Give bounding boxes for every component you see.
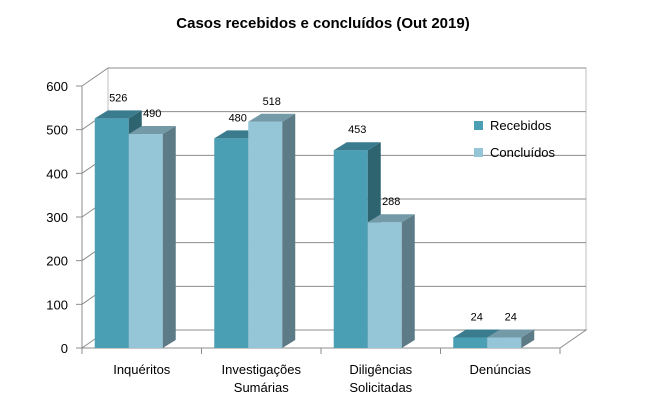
bar: 490 (128, 108, 176, 349)
bar: 288 (367, 196, 415, 348)
bar: 518 (248, 96, 296, 348)
legend-label: Concluídos (490, 145, 556, 160)
y-axis: 0 100 200 300 400 500 600 (46, 79, 83, 356)
data-label: 480 (229, 112, 247, 124)
legend-swatch (474, 148, 483, 157)
data-label: 453 (348, 124, 366, 136)
bar-front (214, 138, 249, 348)
bar-front (248, 121, 283, 348)
bar-top (333, 142, 381, 151)
legend-swatch (474, 121, 483, 130)
y-tick-label: 100 (46, 297, 68, 312)
data-label: 526 (109, 92, 127, 104)
data-label: 518 (263, 96, 281, 108)
x-category-label: Sumárias (234, 380, 289, 395)
bar-top (248, 113, 296, 122)
x-category-label: Investigações (222, 362, 302, 377)
bar-front (128, 134, 163, 348)
bar-top (367, 214, 415, 223)
legend: Recebidos Concluídos (474, 118, 556, 160)
bar-front (453, 337, 488, 348)
y-tick-label: 300 (46, 210, 68, 225)
x-category-label: Inquéritos (113, 362, 171, 377)
data-label: 490 (143, 108, 161, 120)
bar-side (282, 113, 296, 348)
bar-side (401, 214, 415, 348)
bar-front (367, 222, 402, 348)
bar-front (333, 150, 368, 348)
data-label: 288 (382, 196, 400, 208)
y-tick-label: 600 (46, 79, 68, 94)
chart-title: Casos recebidos e concluídos (Out 2019) (176, 15, 469, 32)
bar-front (487, 337, 522, 348)
bar-top (94, 110, 142, 119)
bar-top (487, 329, 535, 338)
data-label: 24 (471, 312, 483, 324)
x-axis: Inquéritos Investigações Sumárias Diligênci… (81, 348, 561, 395)
bar: 24 (487, 312, 535, 348)
data-label: 24 (505, 312, 517, 324)
bars: 526 490 480 518 453 288 24 24 (94, 92, 535, 349)
x-category-label: Diligências (349, 362, 412, 377)
y-tick-label: 500 (46, 123, 68, 138)
bar-top (453, 329, 501, 338)
y-tick-label: 0 (61, 341, 68, 356)
y-tick-label: 200 (46, 254, 68, 269)
y-tick-label: 400 (46, 166, 68, 181)
bar-top (128, 126, 176, 135)
bar-side (162, 126, 176, 349)
legend-label: Recebidos (490, 118, 552, 133)
bar-side (521, 329, 535, 348)
x-category-label: Denúncias (470, 362, 532, 377)
gridline (81, 67, 586, 87)
x-category-label: Solicitadas (349, 380, 412, 395)
bar-front (94, 118, 129, 349)
